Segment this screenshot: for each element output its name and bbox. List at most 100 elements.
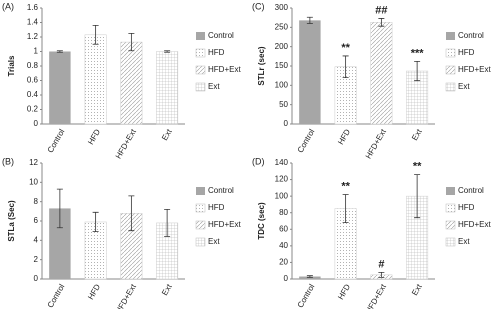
x-tick-label: Control <box>296 282 317 309</box>
y-tick-label: 250 <box>275 22 289 31</box>
bar <box>49 208 71 279</box>
y-tick-label: 1.4 <box>27 18 39 27</box>
x-tick-label: HFD+Ext <box>364 127 389 160</box>
legend-swatch <box>445 48 456 58</box>
y-tick-label: 120 <box>275 175 289 184</box>
bar <box>370 22 393 125</box>
legend-label: Control <box>458 186 484 195</box>
legend-label: Control <box>208 186 234 195</box>
x-tick-label: Control <box>46 282 67 309</box>
y-tick-label: 20 <box>279 258 288 267</box>
y-tick-label: 0 <box>34 274 39 283</box>
x-tick-label: HFD <box>336 282 352 301</box>
error-bar <box>414 60 421 82</box>
legend-swatch <box>195 237 206 247</box>
error-bar <box>128 195 135 232</box>
error-bar <box>378 271 385 278</box>
legend-label: Ext <box>458 82 470 91</box>
x-tick-label: HFD <box>86 282 102 301</box>
y-tick-label: 1 <box>34 47 39 56</box>
legend-label: Control <box>208 31 234 40</box>
y-tick-label: 300 <box>275 3 289 12</box>
x-tick-label: HFD <box>336 127 352 146</box>
legend-swatch <box>445 220 456 230</box>
y-tick-label: 100 <box>275 80 289 89</box>
error-bar <box>164 209 171 237</box>
error-bar <box>306 275 313 278</box>
x-tick-label: Ext <box>410 282 424 297</box>
y-axis-label: STLr (sec) <box>257 46 266 85</box>
y-tick-label: 60 <box>279 224 288 233</box>
significance-mark: *** <box>411 47 425 59</box>
error-bar <box>128 32 135 52</box>
error-bar <box>92 211 99 233</box>
y-tick-label: 150 <box>275 61 289 70</box>
legend-swatch <box>445 237 456 247</box>
bar <box>299 20 321 124</box>
bar <box>84 34 107 125</box>
legend-label: Ext <box>458 237 470 246</box>
legend-label: HFD <box>458 48 475 57</box>
legend-label: HFD+Ext <box>208 220 241 229</box>
error-bar <box>342 55 349 78</box>
x-tick-label: HFD <box>86 127 102 146</box>
legend-label: HFD+Ext <box>458 220 491 229</box>
y-tick-label: 0 <box>34 119 39 128</box>
legend-swatch <box>195 65 206 75</box>
y-tick-label: 1.2 <box>27 32 39 41</box>
legend-swatch <box>195 82 206 92</box>
bar <box>156 51 179 125</box>
legend-swatch <box>445 203 456 213</box>
legend-swatch <box>195 220 206 230</box>
y-axis-label: Trials <box>7 55 16 76</box>
y-tick-label: 10 <box>29 177 38 186</box>
legend-swatch <box>446 32 455 40</box>
y-tick-label: 8 <box>34 197 39 206</box>
bar <box>299 276 321 279</box>
y-tick-label: 0.8 <box>27 61 39 70</box>
x-tick-label: Ext <box>410 127 424 142</box>
x-tick-label: HFD+Ext <box>114 127 139 160</box>
error-bar <box>56 50 63 53</box>
legend-swatch <box>445 82 456 92</box>
error-bar <box>414 174 421 219</box>
y-tick-label: 50 <box>279 100 288 109</box>
panel-label: (D) <box>252 156 265 166</box>
legend-swatch <box>196 32 205 40</box>
panel-label: (C) <box>252 1 265 11</box>
y-tick-label: 0 <box>284 119 289 128</box>
y-tick-label: 100 <box>275 191 289 200</box>
legend-swatch <box>445 65 456 75</box>
legend-label: Ext <box>208 82 220 91</box>
legend-label: HFD <box>208 48 225 57</box>
significance-mark: ** <box>341 180 350 192</box>
bar <box>120 41 143 125</box>
bar <box>49 51 71 124</box>
y-tick-label: 0.4 <box>27 90 39 99</box>
x-tick-label: Ext <box>160 127 174 142</box>
y-tick-label: 12 <box>29 158 38 167</box>
error-bar <box>342 194 349 224</box>
significance-mark: ** <box>413 161 422 173</box>
error-bar <box>56 188 63 229</box>
significance-mark: # <box>378 258 384 270</box>
error-bar <box>306 16 313 24</box>
legend-label: Ext <box>208 237 220 246</box>
significance-mark: ** <box>341 42 350 54</box>
y-tick-label: 140 <box>275 158 289 167</box>
significance-mark: ## <box>375 4 387 16</box>
legend-label: HFD+Ext <box>208 65 241 74</box>
legend-label: HFD+Ext <box>458 65 491 74</box>
y-tick-label: 2 <box>34 255 39 264</box>
y-tick-label: 200 <box>275 42 289 51</box>
error-bar <box>164 50 171 53</box>
legend-swatch <box>195 48 206 58</box>
legend-label: HFD <box>458 203 475 212</box>
legend-swatch <box>195 203 206 213</box>
x-tick-label: Ext <box>160 282 174 297</box>
y-tick-label: 0.6 <box>27 76 39 85</box>
x-tick-label: Control <box>296 127 317 154</box>
panel-label: (A) <box>2 1 14 11</box>
legend-label: Control <box>458 31 484 40</box>
legend-swatch <box>446 187 455 195</box>
